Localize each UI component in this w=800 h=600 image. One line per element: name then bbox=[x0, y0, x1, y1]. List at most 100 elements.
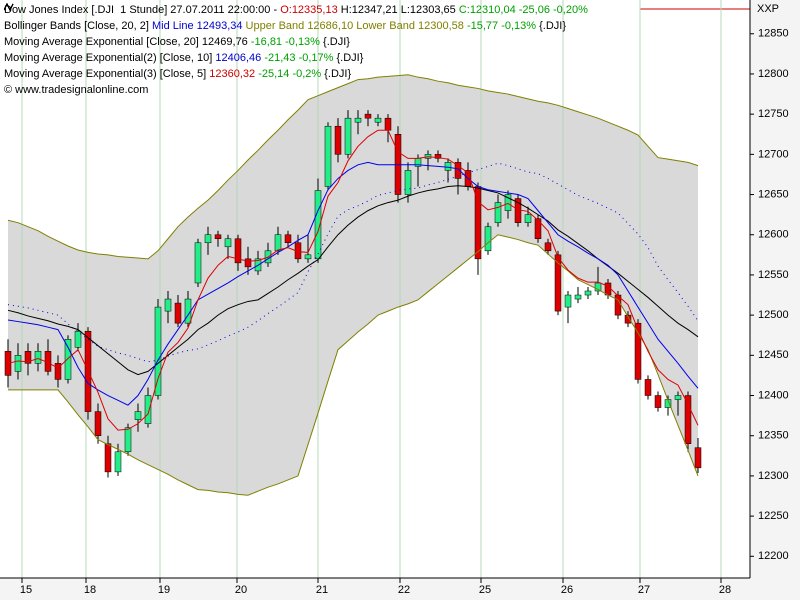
candle-body bbox=[114, 451, 122, 473]
y-tick-label: 12850 bbox=[758, 28, 789, 40]
x-tick-label: 18 bbox=[84, 584, 96, 596]
legend-text: {.DJI} bbox=[536, 20, 567, 32]
legend-text: Moving Average Exponential [Close, 20] 1… bbox=[4, 36, 251, 48]
legend-text: © www.tradesignalonline.com bbox=[4, 84, 149, 96]
candle-body bbox=[374, 117, 382, 123]
legend-line: Moving Average Exponential [Close, 20] 1… bbox=[4, 2, 588, 50]
x-tick-label: 27 bbox=[638, 584, 650, 596]
legend-text: Upper Band 12686,10 Lower Band 12300,58 bbox=[242, 20, 464, 32]
candle-body bbox=[434, 154, 442, 159]
legend-icon-glyph bbox=[4, 2, 14, 12]
candle-body bbox=[214, 234, 222, 240]
legend-line: Moving Average Exponential(2) [Close, 10… bbox=[4, 2, 588, 66]
candle-body bbox=[454, 162, 462, 179]
candle-body bbox=[224, 238, 232, 248]
legend-text: {.DJI} bbox=[321, 68, 352, 80]
candle-body bbox=[504, 194, 512, 211]
candle-body bbox=[644, 379, 652, 396]
y-tick-label: 12650 bbox=[758, 188, 789, 200]
y-tick-label: 12200 bbox=[758, 550, 789, 562]
legend-text: Mid Line 12493,34 bbox=[151, 20, 243, 32]
candle-body bbox=[444, 162, 452, 171]
x-tick-label: 21 bbox=[316, 584, 328, 596]
indicator-line bbox=[7, 129, 699, 431]
candle-body bbox=[144, 395, 152, 424]
candle-body bbox=[534, 218, 542, 240]
candle-body bbox=[494, 202, 502, 223]
y-tick-label: 12700 bbox=[758, 148, 789, 160]
candle-body bbox=[524, 214, 532, 223]
candle-body bbox=[634, 322, 642, 380]
candle-body bbox=[624, 314, 632, 324]
candle-body bbox=[284, 234, 292, 244]
candle-body bbox=[204, 234, 212, 244]
candle-body bbox=[34, 351, 42, 364]
candle-body bbox=[124, 427, 132, 453]
candle-body bbox=[574, 294, 582, 300]
indicator-line bbox=[7, 185, 699, 376]
candle-body bbox=[4, 351, 12, 376]
x-tick-label: 26 bbox=[561, 584, 573, 596]
y-tick-label: 12550 bbox=[758, 269, 789, 281]
y-tick-label: 12250 bbox=[758, 510, 789, 522]
candle-body bbox=[334, 125, 342, 155]
y-tick-label: 12500 bbox=[758, 309, 789, 321]
indicator-line bbox=[7, 161, 699, 406]
candle-body bbox=[74, 330, 82, 348]
legend-text: H:12347,21 L:12303,65 bbox=[337, 4, 459, 16]
legend-line: Bollinger Bands [Close, 20, 2] Mid Line … bbox=[4, 2, 588, 34]
indicator-line bbox=[8, 234, 699, 496]
y-tick-label: 12450 bbox=[758, 349, 789, 361]
candle-body bbox=[484, 226, 492, 252]
candle-body bbox=[544, 242, 552, 252]
legend-text: O:12335,13 bbox=[280, 4, 338, 16]
legend-text: -21,43 -0,17% bbox=[261, 52, 334, 64]
candle-body bbox=[244, 258, 252, 268]
candle-body bbox=[584, 290, 592, 296]
legend-text: -15,77 -0,13% bbox=[463, 20, 537, 32]
y-tick-label: 12750 bbox=[758, 108, 789, 120]
candle-body bbox=[164, 298, 172, 312]
x-tick-label: 28 bbox=[719, 584, 731, 596]
indicator-line bbox=[7, 74, 699, 260]
legend-text: C:12310,04 -25,06 -0,20% bbox=[458, 4, 588, 16]
candle-body bbox=[554, 254, 562, 312]
legend-line: Moving Average Exponential(3) [Close, 5]… bbox=[4, 2, 588, 82]
candle-body bbox=[684, 395, 692, 444]
legend-text: Moving Average Exponential(3) [Close, 5] bbox=[4, 68, 210, 80]
candle-body bbox=[174, 302, 182, 324]
candle-body bbox=[694, 447, 702, 469]
symbol-label: XXP bbox=[757, 3, 779, 15]
candle-body bbox=[104, 443, 112, 473]
candle-body bbox=[364, 113, 372, 119]
candle-body bbox=[674, 395, 682, 400]
candle-body bbox=[564, 294, 572, 308]
candle-body bbox=[354, 117, 362, 123]
candle-body bbox=[134, 411, 142, 420]
candle-body bbox=[24, 351, 32, 364]
candle-body bbox=[654, 395, 662, 408]
candle-body bbox=[194, 242, 202, 284]
candle-body bbox=[94, 411, 102, 436]
x-tick-label: 19 bbox=[158, 584, 170, 596]
candle-body bbox=[14, 355, 22, 372]
candle-body bbox=[274, 234, 282, 252]
candle-body bbox=[324, 125, 332, 187]
legend-text: 12360,32 bbox=[209, 68, 256, 80]
candle-body bbox=[304, 254, 312, 260]
candle-body bbox=[344, 117, 352, 155]
legend-text: Bollinger Bands [Close, 20, 2] bbox=[4, 20, 152, 32]
legend-text: -25,14 -0,2% bbox=[255, 68, 322, 80]
legend-icon bbox=[4, 2, 14, 12]
y-tick-label: 12300 bbox=[758, 470, 789, 482]
legend-text: -16,81 -0,13% bbox=[250, 36, 320, 48]
y-tick-label: 12400 bbox=[758, 389, 789, 401]
indicator-legend: Dow Jones Index [.DJI 1 Stunde] 27.07.20… bbox=[4, 2, 588, 98]
y-tick-label: 12350 bbox=[758, 430, 789, 442]
candle-body bbox=[404, 170, 412, 195]
x-tick-label: 20 bbox=[235, 584, 247, 596]
x-tick-label: 22 bbox=[398, 584, 410, 596]
legend-line: Dow Jones Index [.DJI 1 Stunde] 27.07.20… bbox=[4, 2, 588, 18]
candle-body bbox=[234, 238, 242, 264]
